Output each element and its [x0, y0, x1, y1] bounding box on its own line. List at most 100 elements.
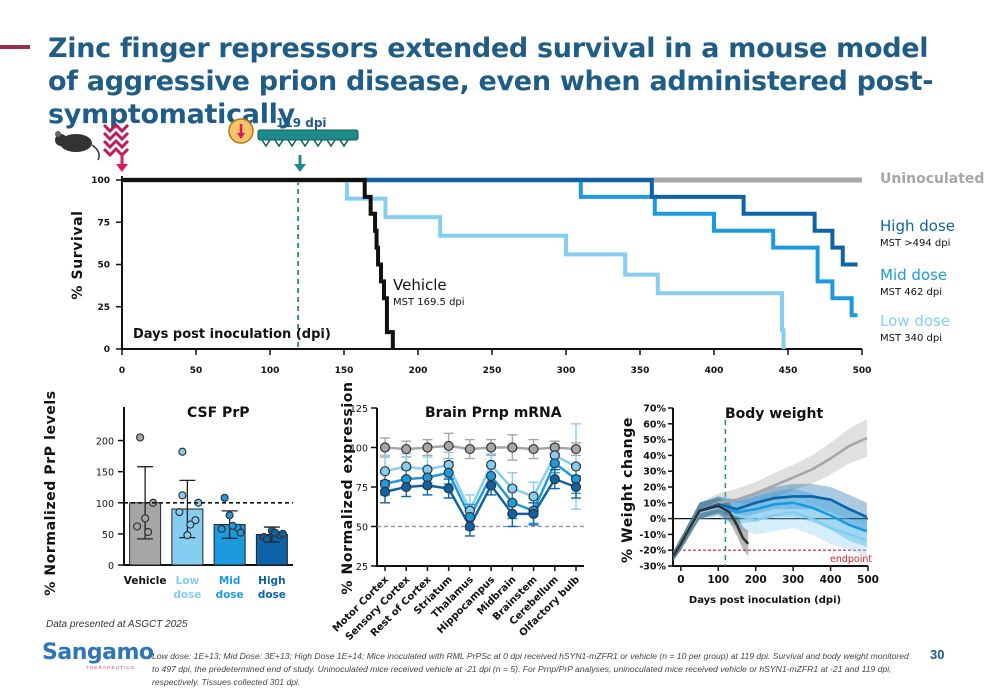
- vehicle-mst: MST 169.5 dpi: [393, 297, 465, 308]
- csf-y-tick-label: 150: [96, 468, 114, 479]
- logo-subtext: THERAPEUTICS: [86, 665, 136, 670]
- legend-low-dose: Low dose MST 340 dpi: [880, 312, 950, 344]
- prnp-point-low-dose: [570, 461, 582, 472]
- body-weight-x-tick-label: 500: [857, 574, 879, 586]
- inoculation-arrow-icon: [116, 154, 128, 172]
- prnp-y-tick-label: 25: [356, 562, 368, 573]
- body-weight-y-tick-label: 30%: [643, 467, 666, 478]
- prnp-series-high-dose: [384, 477, 577, 530]
- prnp-point-mid-dose: [464, 511, 475, 523]
- survival-series-high-dose: [122, 178, 858, 267]
- csf-data-point: [262, 534, 271, 543]
- prnp-point-high-dose: [507, 508, 518, 519]
- csf-category-label: dose: [173, 589, 201, 601]
- body-weight-y-tick-label: 0%: [650, 514, 667, 525]
- csf-y-label-text: % Normalized PrP levels: [43, 390, 59, 595]
- survival-x-tick-label: 350: [631, 366, 650, 376]
- survival-x-tick-label: 500: [853, 366, 872, 376]
- slide-title: Zinc finger repressors extended survival…: [48, 33, 934, 130]
- body-weight-x-tick-label: 300: [782, 574, 804, 586]
- low-dose-mst: MST 340 dpi: [880, 333, 942, 344]
- prnp-point-low-dose: [528, 491, 539, 502]
- zfr-construct-icon: [257, 129, 359, 148]
- prnp-y-tick-label: 100: [350, 444, 368, 455]
- prnp-series-mid-dose: [384, 461, 577, 520]
- dose-marker-label: 119 dpi: [276, 116, 327, 130]
- high-dose-mst: MST >494 dpi: [880, 238, 950, 249]
- survival-series-mid-dose: [122, 178, 858, 318]
- survival-y-tick-label: 0: [104, 345, 110, 355]
- survival-x-tick-label: 200: [409, 366, 428, 376]
- body-weight-y-tick-label: 60%: [643, 419, 666, 430]
- survival-x-tick-label: 250: [483, 366, 502, 376]
- csf-data-point: [225, 511, 234, 520]
- csf-category-label: High: [258, 575, 285, 587]
- prnp-point-high-dose: [549, 474, 560, 485]
- prnp-point-low-dose: [401, 461, 412, 472]
- csf-y-tick-label: 200: [96, 437, 114, 448]
- csf-data-point: [228, 521, 237, 530]
- footnote: Low dose: 1E+13; Mid Dose: 3E+13; High D…: [152, 651, 909, 687]
- survival-x-tick-label: 50: [190, 366, 203, 376]
- body-weight-x-tick-label: 200: [745, 574, 767, 586]
- prnp-point-low-dose: [379, 466, 391, 477]
- csf-category-label: Vehicle: [124, 575, 167, 587]
- prnp-point-uninoculated: [570, 443, 582, 455]
- prnp-point-uninoculated: [507, 442, 518, 453]
- logo-wordmark: Sangamo: [42, 640, 154, 665]
- body-weight-y-tick-label: 20%: [643, 483, 666, 494]
- csf-category-label: dose: [216, 589, 244, 601]
- prnp-y-tick-label: 50: [356, 523, 368, 534]
- survival-y-label: % Survival: [70, 210, 86, 299]
- company-logo: Sangamo THERAPEUTICS: [42, 640, 154, 672]
- prnp-y-label: % Normalized expression: [340, 381, 356, 594]
- csf-data-point: [133, 522, 142, 531]
- body-weight-band-uninoculated: [673, 419, 867, 562]
- prnp-point-low-dose: [486, 459, 497, 470]
- mid-dose-mst: MST 462 dpi: [880, 287, 942, 298]
- csf-data-point: [217, 524, 226, 534]
- survival-x-tick-label: 450: [779, 366, 798, 376]
- dose-timer-icon: [228, 118, 254, 144]
- body-weight-y-label: % Weight change: [620, 417, 636, 563]
- legend-high-dose: High dose MST >494 dpi: [880, 217, 955, 249]
- survival-x-tick-label: 300: [557, 366, 576, 376]
- csf-y-tick-label: 100: [96, 499, 114, 510]
- body-weight-y-tick-label: -20%: [639, 546, 666, 557]
- low-dose-label: Low dose: [880, 312, 950, 330]
- body-weight-x-tick-label: 400: [820, 574, 842, 586]
- prnp-title: Brain Prnp mRNA: [425, 405, 562, 421]
- survival-x-tick-label: 100: [261, 366, 280, 376]
- csf-category-label: Mid: [219, 575, 241, 587]
- csf-y-tick-label: 0: [108, 561, 114, 572]
- body-weight-x-tick-label: 0: [677, 574, 684, 586]
- survival-y-tick-label: 75: [97, 218, 110, 228]
- body-weight-y-tick-label: 40%: [643, 451, 666, 462]
- prnp-point-high-dose: [401, 481, 412, 493]
- body-weight-y-tick-label: -10%: [639, 530, 666, 541]
- prnp-point-high-dose: [422, 480, 433, 491]
- mouse-icon: [55, 131, 100, 161]
- page-number: 30: [930, 647, 945, 662]
- survival-series-low-dose: [122, 178, 786, 349]
- survival-x-tick-label: 0: [119, 366, 125, 376]
- body-weight-x-label: Days post inoculation (dpi): [689, 595, 841, 606]
- csf-data-point: [270, 528, 279, 537]
- prion-icon: [102, 122, 130, 158]
- endpoint-label: endpoint: [830, 554, 872, 565]
- survival-x-tick-label: 150: [335, 366, 354, 376]
- prnp-series-low-dose: [384, 453, 577, 514]
- prnp-point-high-dose: [443, 483, 454, 494]
- dose-arrow-icon: [294, 155, 306, 172]
- survival-x-label: Days post inoculation (dpi): [133, 327, 331, 342]
- prnp-point-high-dose: [379, 486, 391, 497]
- prnp-y-tick-label: 125: [350, 404, 368, 415]
- csf-data-point: [178, 447, 187, 456]
- csf-category-label: dose: [258, 589, 286, 601]
- body-weight-y-tick-label: -30%: [639, 562, 666, 573]
- body-weight-title: Body weight: [725, 406, 824, 422]
- csf-data-point: [178, 491, 187, 500]
- prnp-point-mid-dose: [549, 458, 560, 469]
